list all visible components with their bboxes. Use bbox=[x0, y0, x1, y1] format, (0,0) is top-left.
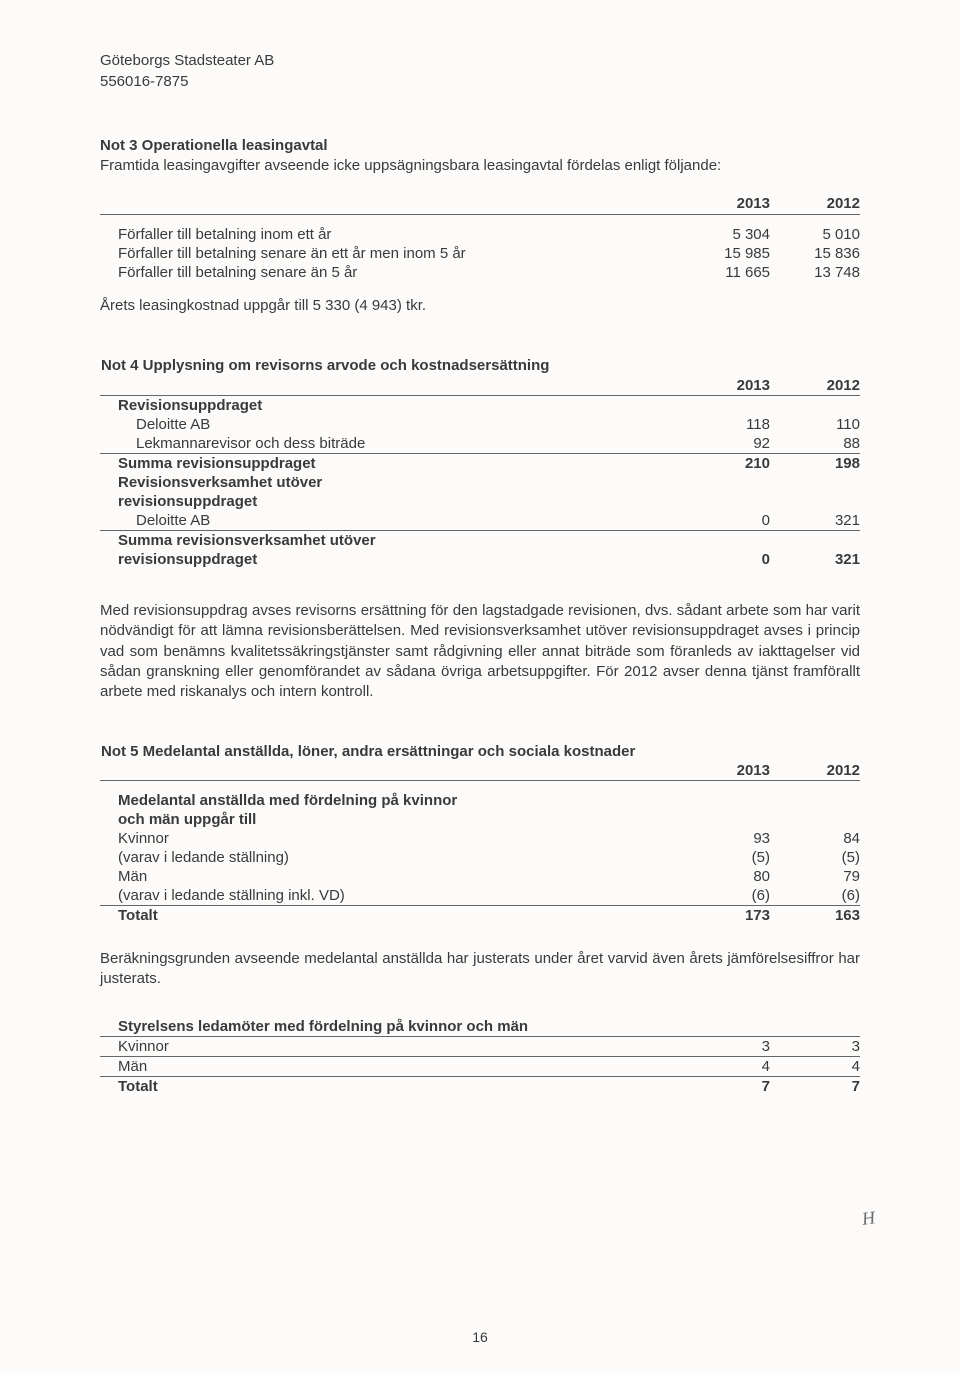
not4-sum2a: Summa revisionsverksamhet utöver bbox=[100, 531, 680, 551]
not4-deloitte-v1: 118 bbox=[680, 415, 770, 434]
not5-kvinnor-led: (varav i ledande ställning) bbox=[100, 848, 680, 867]
company-name: Göteborgs Stadsteater AB bbox=[100, 50, 860, 71]
not4-deloitte: Deloitte AB bbox=[100, 415, 680, 434]
not5-kvinnor-v1: 93 bbox=[680, 829, 770, 848]
not5-year1: 2013 bbox=[680, 761, 770, 781]
not4-deloitte2-v2: 321 bbox=[770, 511, 860, 531]
not3-row0-label: Förfaller till betalning inom ett år bbox=[100, 225, 680, 244]
not4-deloitte-v2: 110 bbox=[770, 415, 860, 434]
styrelse-man-v2: 4 bbox=[770, 1057, 860, 1077]
not3-footer: Årets leasingkostnad uppgår till 5 330 (… bbox=[100, 296, 860, 316]
not4-deloitte2-v1: 0 bbox=[680, 511, 770, 531]
not5-man-v2: 79 bbox=[770, 867, 860, 886]
not5-kvinnor-led-v2: (5) bbox=[770, 848, 860, 867]
not3-row2-v2: 13 748 bbox=[770, 263, 860, 282]
not4-sum2-v1: 0 bbox=[680, 550, 770, 569]
not3-table: 2013 2012 Förfaller till betalning inom … bbox=[100, 194, 860, 282]
not5-man-v1: 80 bbox=[680, 867, 770, 886]
not4-sum1-v2: 198 bbox=[770, 454, 860, 474]
not5-totalt: Totalt bbox=[100, 905, 680, 925]
not4-revverk1: Revisionsverksamhet utöver bbox=[100, 473, 680, 492]
not4-lekmanna-v2: 88 bbox=[770, 434, 860, 454]
styrelse-kvinnor: Kvinnor bbox=[100, 1037, 680, 1057]
not5-totalt-v1: 173 bbox=[680, 905, 770, 925]
not3-row1-v2: 15 836 bbox=[770, 244, 860, 263]
not4-sum1-v1: 210 bbox=[680, 454, 770, 474]
styrelse-totalt-v1: 7 bbox=[680, 1077, 770, 1097]
not5-kvinnor: Kvinnor bbox=[100, 829, 680, 848]
org-number: 556016-7875 bbox=[100, 71, 860, 92]
document-header: Göteborgs Stadsteater AB 556016-7875 bbox=[100, 50, 860, 92]
not5-year2: 2012 bbox=[770, 761, 860, 781]
styrelse-totalt-v2: 7 bbox=[770, 1077, 860, 1097]
not5-totalt-v2: 163 bbox=[770, 905, 860, 925]
not3-title: Not 3 Operationella leasingavtal bbox=[100, 137, 860, 154]
not4-paragraph: Med revisionsuppdrag avses revisorns ers… bbox=[100, 601, 860, 702]
page-number: 16 bbox=[0, 1329, 960, 1345]
not5-table: Not 5 Medelantal anställda, löner, andra… bbox=[100, 742, 860, 925]
signature-initials: H bbox=[861, 1207, 877, 1230]
not4-revverk2: revisionsuppdraget bbox=[100, 492, 680, 511]
not3-year2: 2012 bbox=[770, 194, 860, 215]
not3-row2-v1: 11 665 bbox=[680, 263, 770, 282]
not4-sum2-v2: 321 bbox=[770, 550, 860, 569]
not5-medel2: och män uppgår till bbox=[100, 810, 680, 829]
not5-title: Not 5 Medelantal anställda, löner, andra… bbox=[100, 742, 680, 761]
styrelse-title: Styrelsens ledamöter med fördelning på k… bbox=[100, 1017, 680, 1037]
not5-man-led-v1: (6) bbox=[680, 886, 770, 906]
styrelse-man: Män bbox=[100, 1057, 680, 1077]
not4-sum2b: revisionsuppdraget bbox=[100, 550, 680, 569]
not4-sum1: Summa revisionsuppdraget bbox=[100, 454, 680, 474]
not4-revuppdr: Revisionsuppdraget bbox=[100, 396, 680, 416]
not4-title: Not 4 Upplysning om revisorns arvode och… bbox=[100, 356, 680, 376]
not5-man-led-v2: (6) bbox=[770, 886, 860, 906]
not4-lekmanna-v1: 92 bbox=[680, 434, 770, 454]
styrelse-kvinnor-v2: 3 bbox=[770, 1037, 860, 1057]
not5-kvinnor-v2: 84 bbox=[770, 829, 860, 848]
not5-man-led: (varav i ledande ställning inkl. VD) bbox=[100, 886, 680, 906]
not3-row0-v1: 5 304 bbox=[680, 225, 770, 244]
not5-man: Män bbox=[100, 867, 680, 886]
not4-deloitte2: Deloitte AB bbox=[100, 511, 680, 531]
not3-year1: 2013 bbox=[680, 194, 770, 215]
not4-table: Not 4 Upplysning om revisorns arvode och… bbox=[100, 356, 860, 569]
not4-lekmanna: Lekmannarevisor och dess biträde bbox=[100, 434, 680, 454]
not3-row1-v1: 15 985 bbox=[680, 244, 770, 263]
not3-row2-label: Förfaller till betalning senare än 5 år bbox=[100, 263, 680, 282]
styrelse-totalt: Totalt bbox=[100, 1077, 680, 1097]
not5-medel1: Medelantal anställda med fördelning på k… bbox=[100, 791, 680, 810]
not4-year1: 2013 bbox=[680, 376, 770, 396]
styrelse-man-v1: 4 bbox=[680, 1057, 770, 1077]
not3-row0-v2: 5 010 bbox=[770, 225, 860, 244]
styrelse-kvinnor-v1: 3 bbox=[680, 1037, 770, 1057]
not3-row1-label: Förfaller till betalning senare än ett å… bbox=[100, 244, 680, 263]
not4-year2: 2012 bbox=[770, 376, 860, 396]
styrelse-table: Styrelsens ledamöter med fördelning på k… bbox=[100, 1017, 860, 1096]
not3-intro: Framtida leasingavgifter avseende icke u… bbox=[100, 156, 860, 176]
not5-paragraph: Beräkningsgrunden avseende medelantal an… bbox=[100, 949, 860, 990]
not5-kvinnor-led-v1: (5) bbox=[680, 848, 770, 867]
